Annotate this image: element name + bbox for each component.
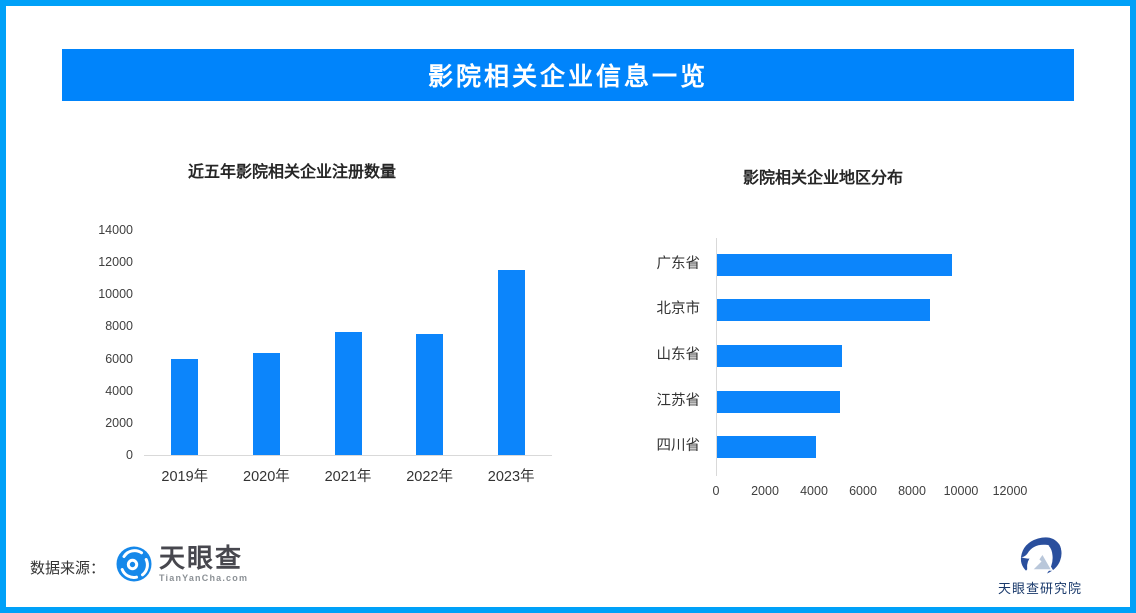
region-bar xyxy=(717,345,842,367)
x-axis-tick-label: 0 xyxy=(712,484,720,498)
y-axis-tick-label: 2000 xyxy=(105,415,133,430)
region-bar xyxy=(717,253,953,276)
region-category-label: 山东省 xyxy=(656,347,701,363)
y-axis-tick-label: 8000 xyxy=(105,319,133,334)
y-axis-tick-label: 14000 xyxy=(98,223,133,237)
region-category-label: 广东省 xyxy=(656,255,701,272)
year-bar xyxy=(334,332,362,455)
y-axis-tick-label: 0 xyxy=(126,448,133,462)
year-bar xyxy=(252,352,280,455)
x-axis-tick-label: 8000 xyxy=(898,484,926,498)
region-bar xyxy=(717,299,931,322)
x-axis-category-label: 2021年 xyxy=(324,469,372,485)
title-banner: 影院相关企业信息一览 xyxy=(62,49,1074,101)
year-bar xyxy=(497,270,525,455)
x-axis-line xyxy=(144,455,552,456)
tianyancha-logo-icon xyxy=(116,546,152,582)
research-institute-name: 天眼查研究院 xyxy=(997,581,1082,596)
region-chart-title: 影院相关企业地区分布 xyxy=(742,170,903,187)
tianyancha-name: 天眼查 xyxy=(159,543,244,573)
x-axis-tick-label: 6000 xyxy=(849,484,877,498)
y-axis-tick-label: 6000 xyxy=(105,351,133,366)
y-axis-tick-label: 12000 xyxy=(98,255,133,270)
research-institute-logo-icon xyxy=(1020,537,1062,574)
year-bar xyxy=(416,333,444,455)
research-institute-logo: 天眼查研究院 xyxy=(980,536,1100,597)
x-axis-tick-label: 12000 xyxy=(992,484,1028,498)
tianyancha-logo: 天眼查 TianYanCha.com xyxy=(116,545,248,583)
x-axis-category-label: 2019年 xyxy=(161,469,209,485)
x-axis-tick-label: 10000 xyxy=(943,484,979,498)
year-bar xyxy=(171,359,199,455)
region-category-label: 江苏省 xyxy=(656,392,701,409)
y-axis-tick-label: 4000 xyxy=(105,383,133,398)
tianyancha-wordmark: 天眼查 TianYanCha.com xyxy=(159,543,249,584)
x-axis-category-label: 2020年 xyxy=(243,469,290,485)
x-axis-category-label: 2022年 xyxy=(406,469,453,485)
x-axis-tick-label: 4000 xyxy=(800,484,828,498)
y-axis-line xyxy=(716,238,717,476)
region-category-label: 四川省 xyxy=(656,438,701,455)
region-category-label: 北京市 xyxy=(656,301,701,318)
data-source-label: 数据来源： xyxy=(30,560,106,577)
tianyancha-domain: TianYanCha.com xyxy=(159,573,249,583)
x-axis-tick-label: 2000 xyxy=(751,484,779,498)
y-axis-tick-label: 10000 xyxy=(98,287,133,302)
region-bar xyxy=(717,436,817,459)
page-title: 影院相关企业信息一览 xyxy=(427,63,708,91)
registration-chart-title: 近五年影院相关企业注册数量 xyxy=(187,164,396,181)
x-axis-category-label: 2023年 xyxy=(487,469,535,485)
region-bar xyxy=(717,390,840,413)
